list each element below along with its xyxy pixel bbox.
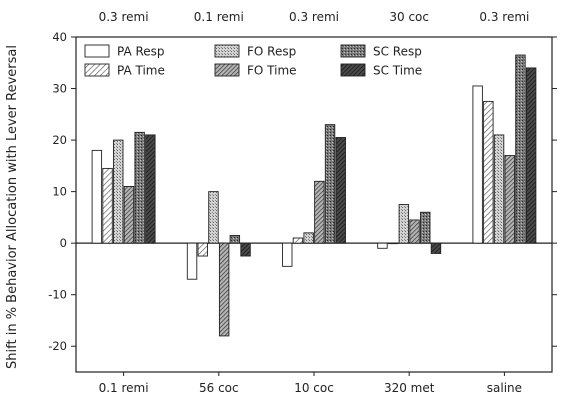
- bar-fo-resp: [208, 191, 219, 244]
- legend-swatch: [340, 63, 366, 77]
- y-tick-label: 30: [52, 82, 67, 96]
- legend-swatch: [214, 63, 240, 77]
- bar-sc-resp: [134, 131, 145, 244]
- bar-pa-time: [483, 100, 494, 244]
- labels: -20 -10 0 10 20 30 40 0.1 remi 0.3 remi 56 coc 0.1…: [48, 10, 529, 395]
- bar-pa-time: [387, 242, 399, 245]
- bar-fo-time: [123, 186, 135, 244]
- bar-fo-resp: [398, 204, 410, 244]
- bar-sc-time: [335, 137, 346, 244]
- legend-label: PA Resp: [117, 45, 165, 59]
- top-category-label: 0.3 remi: [289, 10, 339, 24]
- bar-pa-resp: [186, 242, 198, 280]
- legend-label: SC Time: [373, 64, 422, 78]
- bar-sc-resp: [515, 54, 526, 244]
- bar-sc-time: [525, 67, 537, 244]
- top-category-label: 0.1 remi: [194, 10, 244, 24]
- bars: [91, 54, 537, 337]
- legend-swatch: [84, 63, 110, 77]
- legend-swatch: [214, 44, 240, 58]
- bar-sc-resp: [324, 124, 336, 244]
- top-category-label: 0.3 remi: [479, 10, 529, 24]
- category-label: 320 met: [384, 381, 435, 395]
- bar-sc-time: [430, 242, 442, 254]
- bar-fo-resp: [113, 139, 124, 244]
- bar-pa-time: [102, 167, 113, 244]
- top-category-label: 0.3 remi: [99, 10, 149, 24]
- y-axis-label: Shift in % Behavior Allocation with Leve…: [5, 45, 20, 369]
- legend-label: PA Time: [117, 64, 165, 78]
- bar-sc-time: [240, 242, 251, 257]
- y-tick-label: 0: [60, 236, 67, 250]
- category-label: 0.1 remi: [99, 381, 149, 395]
- bar-fo-time: [218, 242, 230, 337]
- legend-label: FO Resp: [247, 45, 296, 59]
- bar-pa-time: [292, 237, 304, 244]
- legend-label: FO Time: [247, 64, 297, 78]
- legend-label: SC Resp: [373, 45, 422, 59]
- category-label: saline: [487, 381, 522, 395]
- bar-fo-resp: [303, 232, 314, 244]
- legend: PA Resp PA Time FO Resp FO Time SC Resp SC Ti…: [84, 44, 422, 78]
- category-label: 10 coc: [294, 381, 334, 395]
- y-tick-label: 20: [52, 133, 67, 147]
- y-tick-label: 10: [52, 185, 67, 199]
- y-tick-label: -10: [48, 288, 67, 302]
- bar-sc-resp: [420, 211, 431, 244]
- bar-fo-time: [504, 155, 515, 244]
- top-category-label: 30 coc: [389, 10, 429, 24]
- y-tick-label: 40: [52, 30, 67, 44]
- bar-fo-time: [409, 219, 420, 244]
- legend-swatch: [340, 44, 366, 58]
- bar-pa-resp: [91, 149, 103, 244]
- bar-sc-time: [145, 134, 156, 244]
- category-label: 56 coc: [199, 381, 239, 395]
- bar-fo-resp: [493, 134, 505, 244]
- bar-pa-resp: [377, 242, 388, 249]
- bar-pa-resp: [472, 85, 483, 244]
- bar-pa-resp: [282, 242, 293, 267]
- y-tick-label: -20: [48, 339, 67, 353]
- legend-swatch: [84, 44, 110, 58]
- bar-fo-time: [314, 180, 325, 244]
- bar-sc-resp: [229, 234, 241, 244]
- bar-pa-time: [197, 242, 208, 257]
